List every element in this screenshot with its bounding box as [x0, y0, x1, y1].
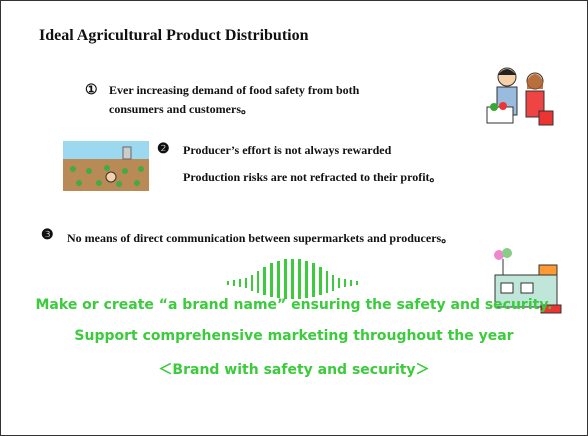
- conclusion-text: ＜Brand with safety and security＞: [1, 359, 587, 379]
- point-text: No means of direct communication between…: [67, 229, 453, 246]
- point-text: Production risks are not refracted to th…: [183, 168, 442, 185]
- point-text: consumers and customers。: [109, 100, 253, 117]
- point-marker: ①: [85, 82, 98, 99]
- conclusion-text: Support comprehensive marketing througho…: [1, 328, 587, 344]
- point-text: Producer’s effort is not always rewarded: [183, 143, 391, 158]
- conclusion-text: Make or create “a brand name” ensuring t…: [1, 297, 587, 313]
- shoppers-illustration: [485, 63, 559, 135]
- slide-title: Ideal Agricultural Product Distribution: [39, 27, 309, 45]
- slide: Ideal Agricultural Product Distribution …: [0, 0, 588, 436]
- point-marker: ❷: [157, 141, 170, 158]
- down-arrow: [225, 259, 361, 299]
- point-text: Ever increasing demand of food safety fr…: [109, 83, 359, 98]
- farm-illustration: [63, 141, 149, 191]
- point-marker: ❸: [41, 227, 54, 244]
